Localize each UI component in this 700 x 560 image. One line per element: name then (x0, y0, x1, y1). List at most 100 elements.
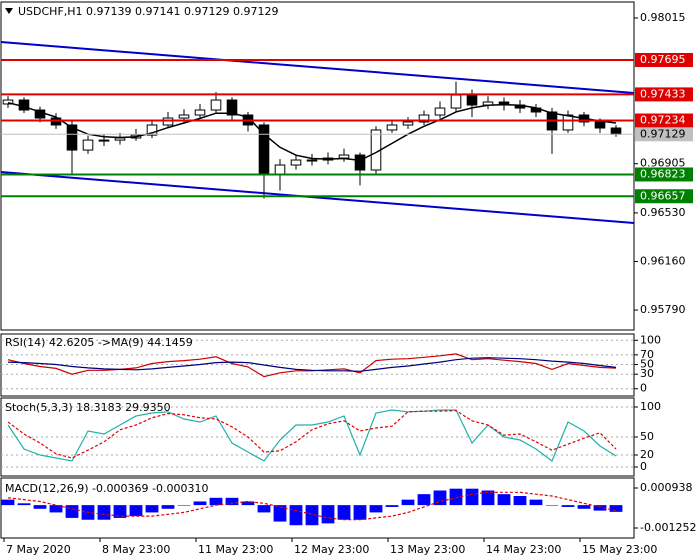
x-tick-label: 14 May 23:00 (486, 543, 561, 556)
line (7, 357, 617, 372)
candle-body (562, 114, 574, 131)
macd-bar (369, 505, 383, 513)
macd-bar (1, 499, 15, 506)
y-tick-label: 70 (640, 348, 654, 361)
menu-arrow[interactable] (5, 8, 13, 14)
macd-bar (529, 499, 543, 506)
macd-bar (417, 494, 431, 506)
macd-bar (161, 505, 175, 509)
macd-bar (209, 497, 223, 506)
level-label: 0.96823 (640, 167, 686, 180)
macd-bar (17, 503, 31, 506)
macd-bar (177, 505, 191, 506)
candle-body (466, 94, 478, 106)
chart-title: USDCHF,H1 0.97139 0.97141 0.97129 0.9712… (18, 5, 279, 18)
candle-body (306, 159, 318, 162)
candle-body (194, 109, 206, 116)
macd-bar (289, 505, 303, 526)
candle-body (290, 159, 302, 166)
macd-bar (465, 488, 479, 506)
y-tick-label: 30 (640, 367, 654, 380)
y-tick-label: 0.96160 (640, 254, 686, 267)
y-tick-label: 0.95790 (640, 303, 686, 316)
y-tick-label: 0.96530 (640, 206, 686, 219)
macd-bar (593, 505, 607, 511)
macd-bar (577, 505, 591, 509)
macd-bar (193, 501, 207, 506)
macd-bar (449, 488, 463, 506)
y-tick-label: -0.001252 (640, 521, 696, 534)
stoch-title: Stoch(5,3,3) 18.3183 29.9350 (5, 401, 171, 414)
line (7, 101, 617, 162)
level-box (635, 87, 693, 102)
macd-bar (497, 494, 511, 506)
candle-body (354, 154, 366, 171)
level-label: 0.97433 (640, 87, 686, 100)
macd-bar (33, 505, 47, 509)
panel-frame (0, 1, 635, 331)
candle-body (82, 139, 94, 151)
macd-bar (65, 505, 79, 518)
level-box (635, 53, 693, 68)
level-label: 0.97234 (640, 114, 686, 127)
candle-body (98, 139, 110, 142)
line (7, 491, 617, 521)
current-price-label: 0.97129 (640, 127, 686, 140)
y-tick-label: 0 (640, 460, 647, 473)
candle-body (402, 121, 414, 126)
current-price-box (635, 127, 693, 142)
macd-title: MACD(12,26,9) -0.000369 -0.000310 (5, 482, 208, 495)
macd-bar (97, 505, 111, 520)
y-tick-label: 50 (640, 358, 654, 371)
level-box (635, 189, 693, 204)
y-tick-label: 100 (640, 333, 661, 346)
line (7, 409, 617, 462)
candle-body (66, 124, 78, 151)
candle-body (258, 124, 270, 176)
macd-bar (353, 505, 367, 520)
candle-body (226, 99, 238, 116)
candle-body (114, 137, 126, 141)
level-box (635, 167, 693, 182)
y-tick-label: 0 (640, 382, 647, 395)
macd-bar (545, 505, 559, 506)
panel-frame (0, 477, 635, 539)
x-tick-label: 15 May 23:00 (582, 543, 657, 556)
macd-bar (513, 495, 527, 506)
macd-bar (257, 505, 271, 513)
macd-bar (49, 505, 63, 513)
y-tick-label: 0.000938 (640, 481, 693, 494)
y-tick-label: 0.98015 (640, 11, 686, 24)
candle-body (610, 127, 622, 135)
x-tick-label: 13 May 23:00 (390, 543, 465, 556)
level-box (635, 113, 693, 128)
y-tick-label: 50 (640, 430, 654, 443)
candle-body (418, 114, 430, 123)
channel-line (0, 41, 635, 94)
candle-body (2, 99, 14, 105)
x-tick-label: 8 May 23:00 (102, 543, 170, 556)
level-label: 0.96657 (640, 189, 686, 202)
macd-bar (481, 490, 495, 506)
macd-bar (225, 497, 239, 506)
macd-bar (273, 505, 287, 522)
macd-bar (305, 505, 319, 526)
macd-bar (321, 505, 335, 524)
macd-bar (129, 505, 143, 517)
macd-bar (433, 490, 447, 506)
candle-body (178, 114, 190, 119)
macd-bar (609, 505, 623, 512)
y-tick-label: 0.96905 (640, 157, 686, 170)
macd-bar (401, 499, 415, 506)
level-label: 0.97695 (640, 53, 686, 66)
y-tick-label: 100 (640, 400, 661, 413)
macd-bar (337, 505, 351, 520)
macd-bar (241, 501, 255, 506)
candle-body (146, 124, 158, 136)
macd-bar (113, 505, 127, 518)
macd-bar (561, 505, 575, 507)
x-tick-label: 7 May 2020 (6, 543, 71, 556)
channel-line (0, 170, 635, 225)
candle-body (434, 107, 446, 116)
x-tick-label: 11 May 23:00 (198, 543, 273, 556)
